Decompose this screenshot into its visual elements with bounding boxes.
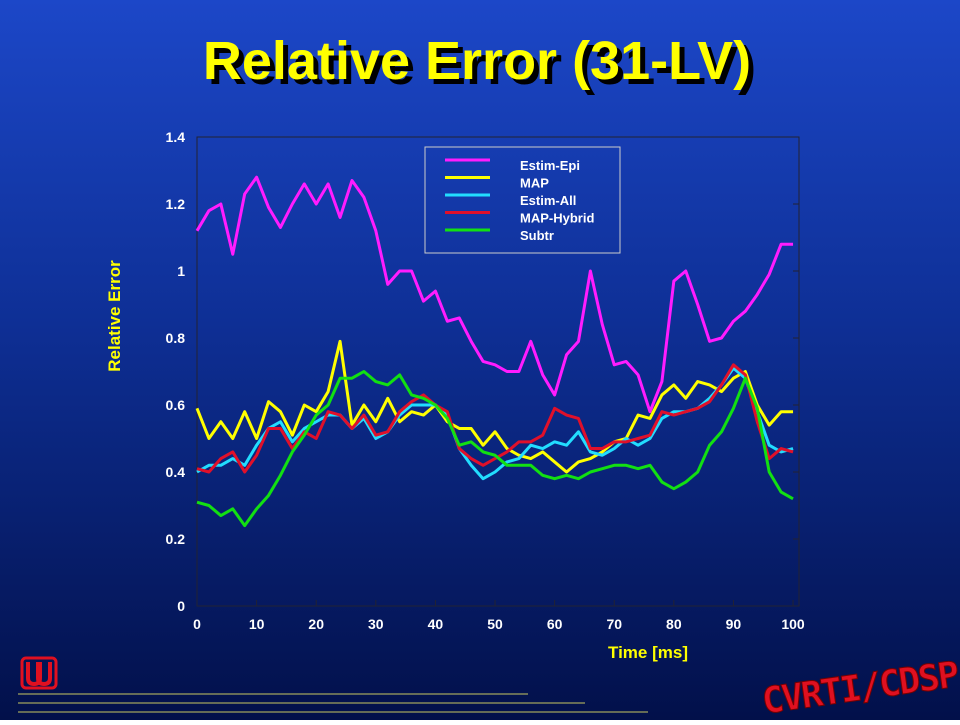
x-tick-label: 50: [487, 616, 503, 632]
title-shadow: Relative Error (31-LV): [208, 36, 756, 96]
plot-frame: [196, 136, 800, 607]
x-tick-label: 60: [547, 616, 563, 632]
y-axis-label: Relative Error: [105, 260, 124, 372]
legend-label: MAP: [520, 176, 549, 191]
legend-label: Estim-Epi: [520, 158, 580, 173]
data-line: [196, 363, 794, 474]
chart-title: Relative Error (31-LV): [203, 31, 751, 91]
legend-label: Subtr: [520, 228, 554, 243]
university-logo: [20, 656, 58, 690]
x-axis-label: Time [ms]: [608, 643, 688, 662]
x-tick-label: 10: [249, 616, 265, 632]
legend-label: Estim-All: [520, 193, 576, 208]
x-tick-label: 40: [428, 616, 444, 632]
y-tick-label: 0.8: [166, 330, 186, 346]
legend-box: [424, 146, 621, 254]
legend-label: MAP-Hybrid: [520, 211, 594, 226]
x-tick-label: 90: [726, 616, 742, 632]
x-tick-label: 70: [606, 616, 622, 632]
y-tick-label: 0.6: [166, 397, 186, 413]
logo-frame: [20, 656, 58, 690]
y-tick-label: 1: [177, 263, 185, 279]
y-tick-label: 1.4: [166, 129, 186, 145]
x-tick-label: 0: [193, 616, 201, 632]
logo-mark: [26, 662, 52, 687]
y-tick-label: 0.4: [166, 464, 186, 480]
y-tick-label: 1.2: [166, 196, 186, 212]
data-line: [196, 370, 794, 528]
plot: 0 0.2 0.4 0.6 0.8 1 1.2 1.4 0 10 20 30 40 50 60 70 80 90 1…: [166, 129, 805, 632]
y-tick-label: 0: [177, 598, 185, 614]
data-line: [195, 175, 794, 414]
x-tick-label: 100: [781, 616, 805, 632]
x-tick-label: 20: [308, 616, 324, 632]
data-line: [195, 339, 794, 474]
y-tick-label: 0.2: [166, 531, 186, 547]
x-tick-label: 80: [666, 616, 682, 632]
x-tick-label: 30: [368, 616, 384, 632]
